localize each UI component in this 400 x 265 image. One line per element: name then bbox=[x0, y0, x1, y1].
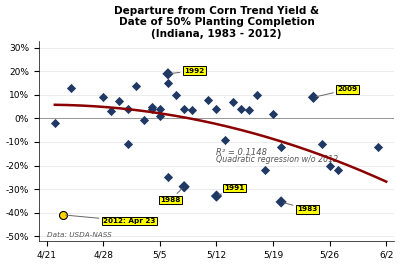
Point bbox=[221, 138, 228, 142]
Point bbox=[213, 107, 220, 111]
Point bbox=[238, 107, 244, 111]
Point bbox=[68, 86, 74, 90]
Point bbox=[270, 112, 276, 116]
Point bbox=[165, 175, 171, 179]
Point bbox=[149, 107, 155, 111]
Point bbox=[189, 108, 196, 112]
Point bbox=[213, 194, 220, 198]
Point bbox=[246, 108, 252, 112]
Text: 1988: 1988 bbox=[160, 189, 182, 203]
Point bbox=[100, 95, 106, 99]
Text: Quadratic regression w/o 2012: Quadratic regression w/o 2012 bbox=[216, 155, 339, 164]
Point bbox=[230, 100, 236, 104]
Point bbox=[318, 142, 325, 147]
Point bbox=[52, 121, 58, 125]
Point bbox=[149, 105, 155, 109]
Point bbox=[108, 109, 114, 114]
Point bbox=[310, 95, 317, 99]
Point bbox=[140, 118, 147, 122]
Point bbox=[278, 145, 284, 149]
Text: 2009: 2009 bbox=[316, 86, 358, 97]
Point bbox=[165, 72, 171, 76]
Point bbox=[326, 164, 333, 168]
Point bbox=[213, 194, 220, 198]
Point bbox=[132, 83, 139, 88]
Text: 1992: 1992 bbox=[171, 68, 204, 74]
Point bbox=[334, 168, 341, 172]
Point bbox=[157, 114, 163, 118]
Point bbox=[278, 200, 284, 204]
Point bbox=[157, 107, 163, 111]
Text: 1991: 1991 bbox=[219, 185, 245, 195]
Point bbox=[181, 107, 187, 111]
Point bbox=[181, 184, 187, 189]
Text: R² = 0.1148: R² = 0.1148 bbox=[216, 148, 268, 157]
Point bbox=[254, 93, 260, 97]
Title: Departure from Corn Trend Yield &
Date of 50% Planting Completion
(Indiana, 1983: Departure from Corn Trend Yield & Date o… bbox=[114, 6, 319, 39]
Text: 2012: Apr 23: 2012: Apr 23 bbox=[66, 215, 156, 224]
Point bbox=[375, 145, 381, 149]
Text: 1983: 1983 bbox=[284, 203, 318, 212]
Point bbox=[124, 142, 131, 147]
Point bbox=[116, 99, 123, 103]
Point bbox=[205, 98, 212, 102]
Point bbox=[165, 81, 171, 85]
Point bbox=[173, 93, 179, 97]
Point bbox=[262, 168, 268, 172]
Point bbox=[60, 213, 66, 217]
Point bbox=[124, 107, 131, 111]
Point bbox=[310, 95, 317, 99]
Text: Data: USDA-NASS: Data: USDA-NASS bbox=[47, 232, 112, 238]
Point bbox=[181, 184, 187, 189]
